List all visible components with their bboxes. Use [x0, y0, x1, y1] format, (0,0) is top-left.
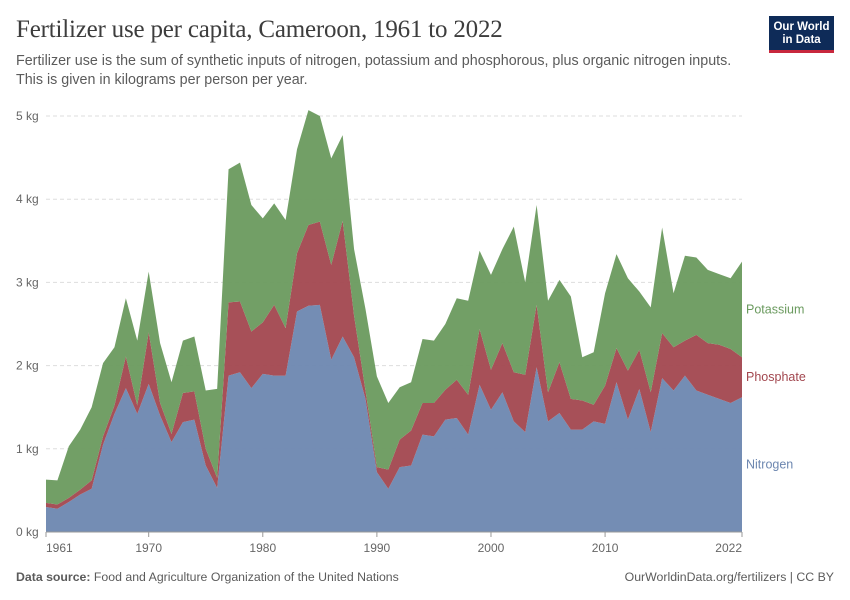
- series-areas: [46, 110, 742, 532]
- y-tick-label: 4 kg: [16, 192, 39, 206]
- y-tick-label: 1 kg: [16, 442, 39, 456]
- x-tick-label: 1961: [46, 541, 73, 555]
- x-tick-label: 2000: [478, 541, 505, 555]
- area-nitrogen[interactable]: [46, 304, 742, 532]
- x-tick-label: 1990: [364, 541, 391, 555]
- axes: 0 kg 1 kg 2 kg 3 kg 4 kg 5 kg 1961 1970 1980 1990…: [16, 109, 743, 555]
- x-tick-label: 1980: [249, 541, 276, 555]
- footer-credit-link[interactable]: OurWorldinData.org/fertilizers | CC BY: [624, 570, 834, 584]
- legend: Nitrogen Phosphate Potassium: [746, 302, 806, 471]
- chart-subtitle: Fertilizer use is the sum of synthetic i…: [16, 53, 732, 88]
- owid-logo[interactable]: Our World in Data: [769, 16, 834, 53]
- legend-potassium[interactable]: Potassium: [746, 302, 804, 316]
- logo-line-1: Our World: [773, 21, 830, 33]
- y-tick-label: 5 kg: [16, 109, 39, 123]
- x-tick-label: 2022: [715, 541, 742, 555]
- x-tick-label: 2010: [592, 541, 619, 555]
- data-source-label: Data source:: [16, 570, 91, 584]
- x-tick-label: 1970: [135, 541, 162, 555]
- y-tick-label: 2 kg: [16, 359, 39, 373]
- y-tick-label: 3 kg: [16, 275, 39, 289]
- chart-title: Fertilizer use per capita, Cameroon, 196…: [16, 16, 503, 43]
- logo-line-2: in Data: [782, 34, 821, 46]
- data-source-text: Food and Agriculture Organization of the…: [93, 570, 399, 584]
- area-phosphate[interactable]: [46, 220, 742, 509]
- legend-phosphate[interactable]: Phosphate: [746, 370, 806, 384]
- area-potassium[interactable]: [46, 110, 742, 505]
- y-tick-label: 0 kg: [16, 525, 39, 539]
- data-source: Data source: Food and Agriculture Organi…: [16, 570, 399, 584]
- legend-nitrogen[interactable]: Nitrogen: [746, 458, 793, 472]
